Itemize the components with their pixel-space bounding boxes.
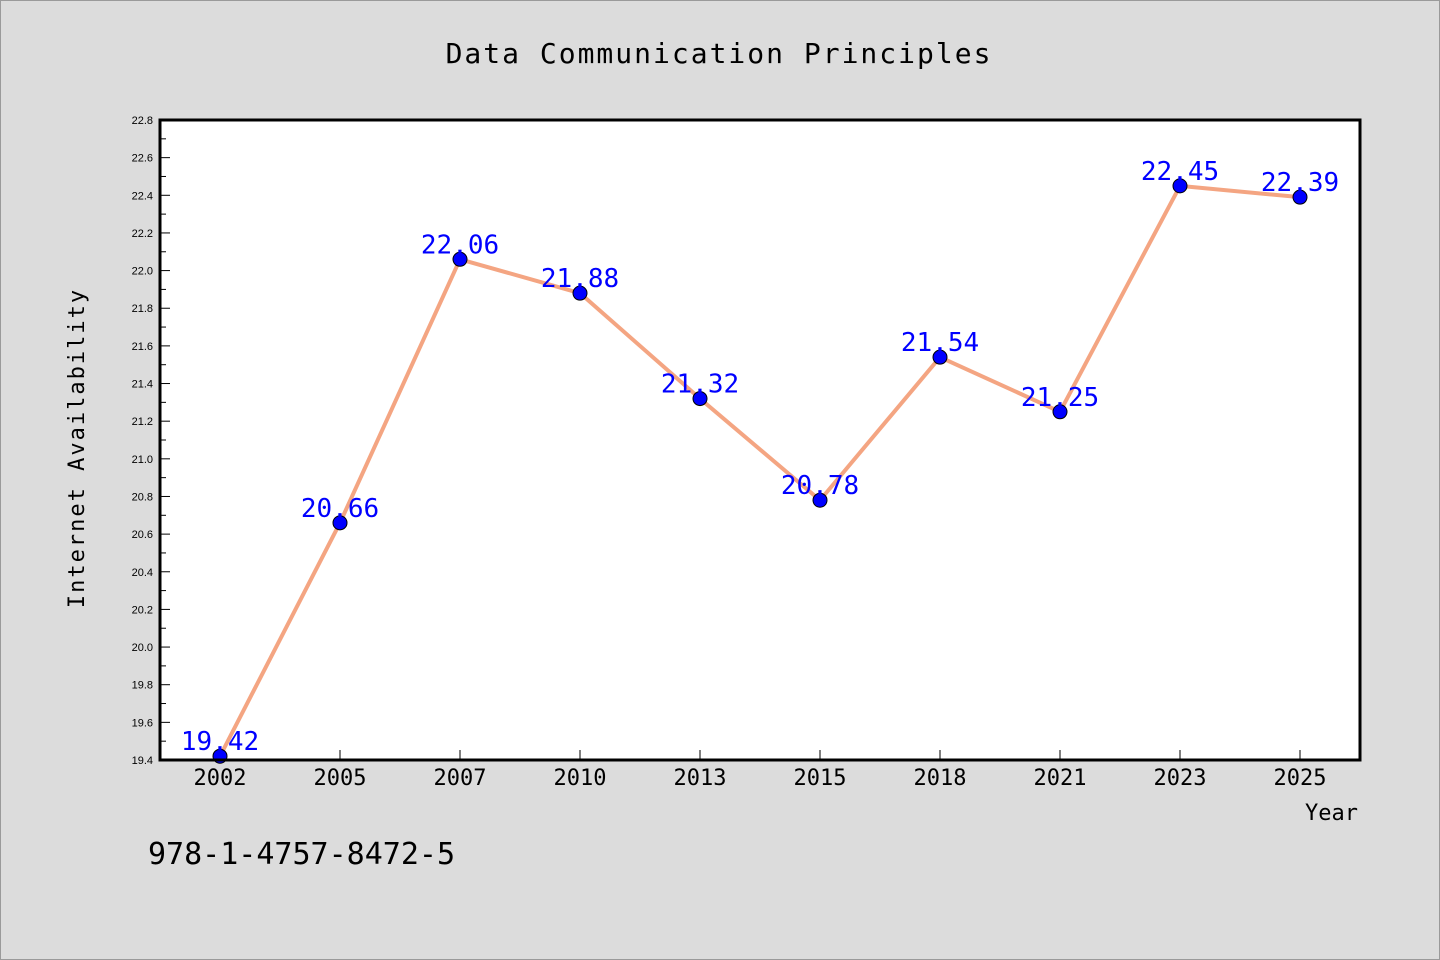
- y-axis-ticks: 19.4 19.6 19.8 20.0 20.2 20.4 20.6 20.8 21.0 21.2…: [132, 115, 170, 767]
- plot-area: [160, 120, 1360, 760]
- plot-border: [158, 118, 1362, 762]
- y-tick-label: 20.2: [132, 604, 153, 616]
- data-point-label: 21.25: [1021, 383, 1099, 413]
- x-tick-label: 2013: [674, 766, 727, 791]
- x-axis-label: Year: [1305, 801, 1358, 826]
- y-tick-label: 19.8: [132, 680, 153, 692]
- x-tick-label: 2025: [1274, 766, 1327, 791]
- chart-title: Data Communication Principles: [446, 37, 993, 70]
- y-tick-label: 21.8: [132, 303, 153, 315]
- data-label-layer: 19.42 20.66 22.06 21.88 21.32 20.78 21.54 21.25…: [181, 157, 1339, 757]
- series-line: [218, 183, 1301, 758]
- x-tick-label: 2021: [1034, 766, 1087, 791]
- y-tick-label: 20.8: [132, 491, 153, 503]
- y-tick-label: 21.4: [132, 379, 153, 391]
- x-tick-label: 2007: [434, 766, 487, 791]
- y-tick-label: 22.4: [132, 190, 153, 202]
- data-point-label: 21.32: [661, 370, 739, 400]
- x-tick-label: 2010: [554, 766, 607, 791]
- data-point-marker: [692, 391, 708, 407]
- y-tick-label: 21.0: [132, 454, 153, 466]
- data-point-label: 20.66: [301, 494, 379, 524]
- x-tick-label: 2002: [194, 766, 247, 791]
- isbn-text: 978-1-4757-8472-5: [148, 837, 455, 872]
- y-tick-label: 20.0: [132, 642, 153, 654]
- marker-layer: [212, 178, 1308, 764]
- data-point-label: 22.39: [1261, 168, 1339, 198]
- y-tick-label: 19.6: [132, 717, 153, 729]
- y-tick-label: 21.2: [132, 416, 153, 428]
- data-point-marker: [572, 285, 588, 301]
- series-layer: [218, 183, 1301, 758]
- data-point-marker: [452, 251, 468, 267]
- data-point-label: 20.78: [781, 471, 859, 501]
- y-tick-label: 22.6: [132, 153, 153, 165]
- x-tick-label: 2015: [794, 766, 847, 791]
- y-tick-label: 22.8: [132, 115, 153, 127]
- y-tick-label: 22.0: [132, 266, 153, 278]
- data-point-label: 19.42: [181, 727, 259, 757]
- data-point-label: 22.06: [421, 230, 499, 260]
- data-point-label: 21.88: [541, 264, 619, 294]
- x-tick-label: 2023: [1154, 766, 1207, 791]
- y-axis-label: Internet Availability: [65, 288, 90, 608]
- y-tick-label: 20.6: [132, 529, 153, 541]
- x-tick-label: 2018: [914, 766, 967, 791]
- data-point-marker: [1292, 189, 1308, 205]
- y-tick-label: 21.6: [132, 341, 153, 353]
- data-point-marker: [812, 492, 828, 508]
- y-tick-label: 22.2: [132, 228, 153, 240]
- data-point-label: 21.54: [901, 328, 979, 358]
- data-point-marker: [1172, 178, 1188, 194]
- y-tick-label: 19.4: [132, 755, 153, 767]
- data-point-marker: [1052, 404, 1068, 420]
- data-point-marker: [332, 515, 348, 531]
- x-axis-ticks: 2002 2005 2007 2010 2013 2015 2018 2021 2023 2025: [194, 750, 1327, 791]
- data-point-marker: [932, 349, 948, 365]
- data-point-label: 22.45: [1141, 157, 1219, 187]
- y-tick-label: 20.4: [132, 567, 153, 579]
- x-tick-label: 2005: [314, 766, 367, 791]
